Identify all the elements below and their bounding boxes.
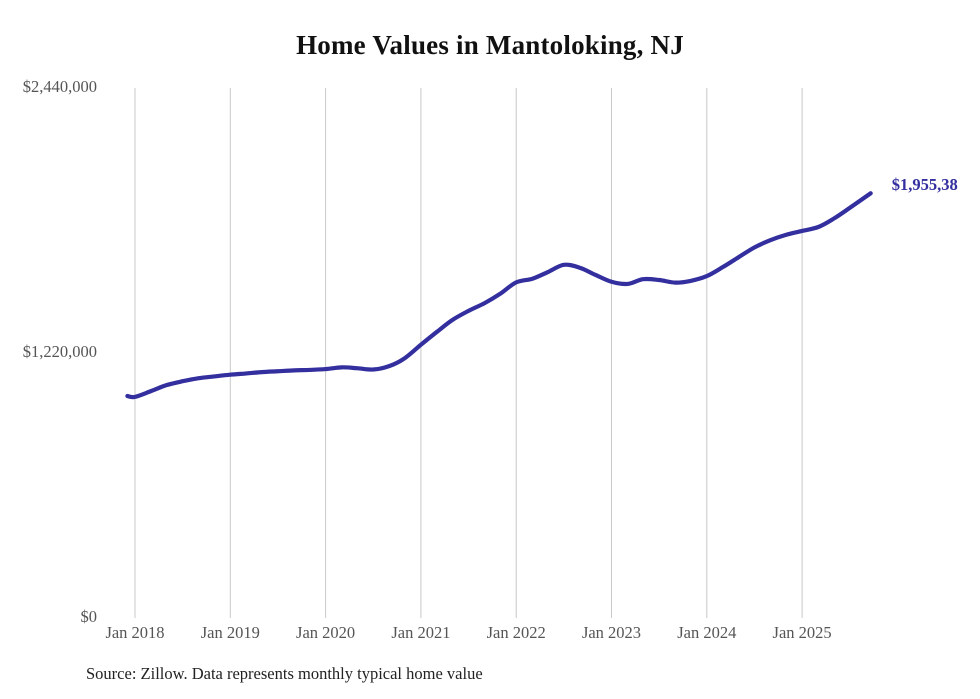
x-axis-tick-label: Jan 2020 [296,623,356,642]
end-value-label: $1,955,38 [891,175,958,195]
gridlines [134,88,803,618]
x-axis-tick-label: Jan 2023 [581,623,642,642]
y-axis-tick-label: $0 [80,607,98,626]
chart-title: Home Values in Mantoloking, NJ [296,30,684,60]
y-axis-tick-label: $1,220,000 [22,342,97,361]
x-axis-tick-label: Jan 2024 [677,623,737,642]
x-axis-tick-label: Jan 2018 [105,623,165,642]
x-axis-tick-label: Jan 2019 [200,623,260,642]
x-axis-tick-label: Jan 2025 [772,623,832,642]
series-line-typical-home-value [125,191,873,400]
source-note: Source: Zillow. Data represents monthly … [86,664,483,683]
y-axis-tick-label: $2,440,000 [22,77,97,96]
x-axis-tick-label: Jan 2021 [391,623,451,642]
x-axis-tick-label: Jan 2022 [486,623,546,642]
